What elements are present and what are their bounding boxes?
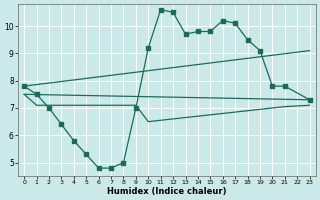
X-axis label: Humidex (Indice chaleur): Humidex (Indice chaleur) <box>107 187 227 196</box>
